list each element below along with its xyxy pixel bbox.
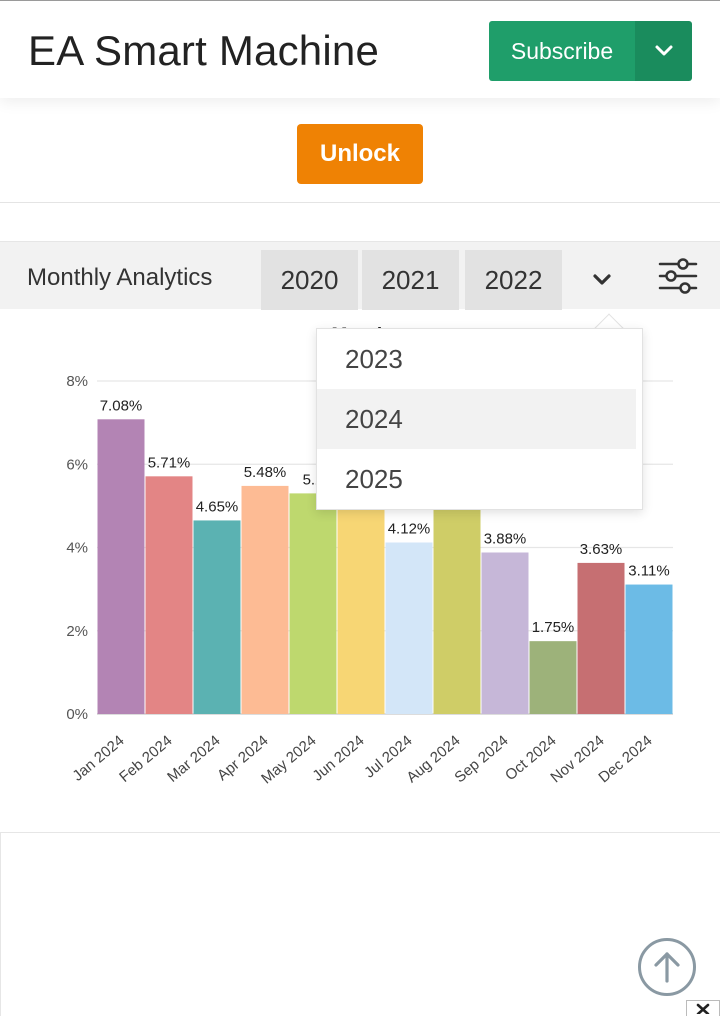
bar[interactable] (481, 552, 529, 714)
y-tick-label: 6% (66, 456, 88, 473)
bar[interactable] (289, 493, 337, 714)
bar[interactable] (145, 476, 193, 714)
bar[interactable] (433, 480, 481, 714)
analytics-title: Monthly Analytics (27, 264, 213, 291)
year-dropdown-menu: 2023 2024 2025 (316, 328, 643, 510)
analytics-header: Monthly Analytics 2020 2021 2022 (0, 241, 720, 310)
x-tick-label: Mar 2024 (164, 732, 223, 786)
bar[interactable] (625, 584, 673, 714)
subscribe-button[interactable]: Subscribe (489, 21, 635, 81)
chevron-down-icon (655, 45, 672, 56)
x-tick-label: Jun 2024 (309, 732, 367, 785)
close-ad-button[interactable] (686, 1000, 720, 1016)
bottom-content-box (0, 832, 720, 1016)
more-years-dropdown-toggle[interactable] (584, 262, 620, 298)
y-tick-label: 0% (66, 706, 88, 723)
y-tick-label: 2% (66, 623, 88, 640)
arrow-up-icon (654, 952, 680, 983)
tab-2021[interactable]: 2021 (362, 250, 459, 310)
x-tick-label: Feb 2024 (116, 732, 175, 786)
scroll-to-top-button[interactable] (638, 938, 696, 996)
data-label: 4.65% (196, 498, 239, 515)
dropdown-item-2024[interactable]: 2024 (317, 389, 636, 449)
bar[interactable] (193, 520, 241, 714)
divider (0, 202, 720, 203)
data-label: 5.71% (148, 454, 191, 471)
sliders-icon[interactable] (656, 256, 700, 296)
data-label: 1.75% (532, 619, 575, 636)
top-bar: EA Smart Machine Subscribe (0, 0, 720, 98)
close-icon (696, 1003, 710, 1014)
bar-chart: 7.08%5.71%4.65%5.48% 5.24.12%3.88%1.75%3.… (66, 373, 673, 787)
data-label: 5.48% (244, 464, 287, 481)
x-tick-label: Sep 2024 (451, 732, 511, 786)
y-tick-label: 4% (66, 540, 88, 557)
chevron-down-icon (593, 274, 611, 285)
bar[interactable] (241, 485, 289, 714)
unlock-button[interactable]: Unlock (297, 124, 423, 184)
subscribe-menu-button[interactable] (635, 21, 692, 81)
x-tick-label: Dec 2024 (595, 732, 655, 786)
data-label: 3.11% (628, 563, 669, 580)
data-label: 7.08% (100, 397, 143, 414)
tab-2020[interactable]: 2020 (261, 250, 358, 310)
y-tick-label: 8% (66, 373, 88, 390)
dropdown-item-2023[interactable]: 2023 (345, 343, 403, 374)
data-label: 4.12% (388, 521, 431, 538)
bar[interactable] (337, 480, 385, 714)
bar[interactable] (529, 641, 577, 714)
chart-area: Month 7.08%5.71%4.65%5.48%5.24.12%3.88%1… (0, 309, 720, 832)
bar[interactable] (385, 542, 433, 714)
dropdown-item-2025[interactable]: 2025 (345, 463, 403, 494)
bar[interactable] (97, 419, 145, 714)
data-label: 3.63% (580, 541, 623, 558)
bar[interactable] (577, 562, 625, 714)
tab-2022[interactable]: 2022 (465, 250, 562, 310)
data-label: 3.88% (484, 530, 527, 547)
site-title: EA Smart Machine (28, 27, 380, 74)
subscribe-group: Subscribe (489, 21, 692, 81)
